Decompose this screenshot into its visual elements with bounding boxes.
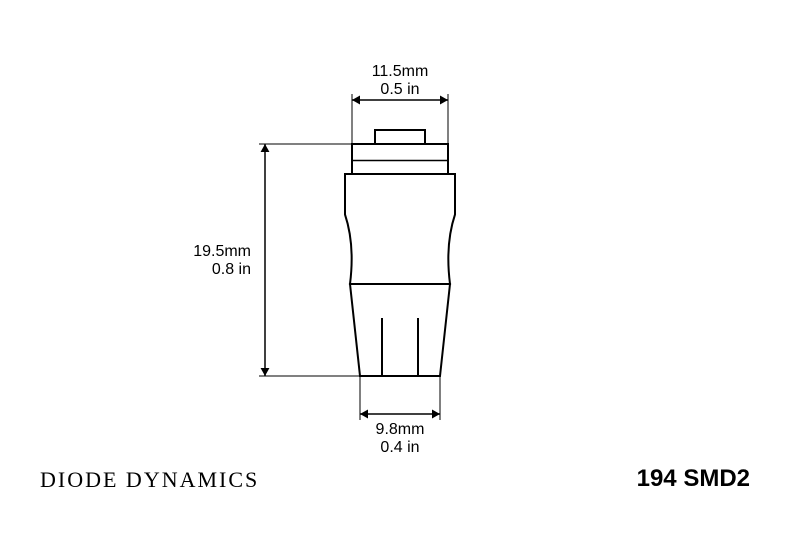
svg-text:0.4 in: 0.4 in [380,439,419,456]
svg-text:0.5 in: 0.5 in [380,81,419,98]
dimension-diagram: 11.5mm0.5 in 19.5mm0.8 in 9.8mm0.4 in [0,0,800,533]
product-code: 194 SMD2 [637,465,750,493]
svg-text:0.8 in: 0.8 in [212,261,251,278]
svg-text:19.5mm: 19.5mm [193,243,251,260]
svg-text:11.5mm: 11.5mm [372,63,429,80]
brand-name: DIODE DYNAMICS [40,467,259,493]
svg-text:9.8mm: 9.8mm [376,421,425,438]
